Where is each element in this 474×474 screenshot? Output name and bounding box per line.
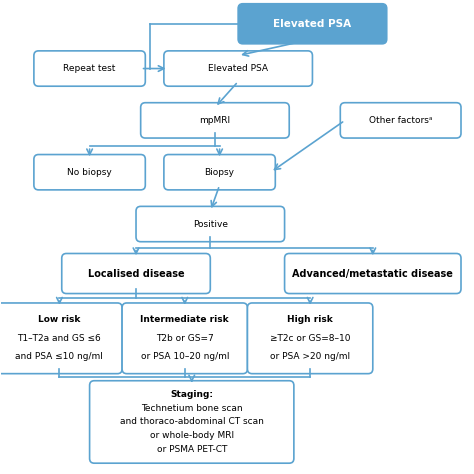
Text: Positive: Positive bbox=[193, 219, 228, 228]
FancyBboxPatch shape bbox=[164, 51, 312, 86]
Text: and thoraco-abdominal CT scan: and thoraco-abdominal CT scan bbox=[120, 418, 264, 427]
Text: High risk: High risk bbox=[287, 315, 333, 324]
Text: Advanced/metastatic disease: Advanced/metastatic disease bbox=[292, 268, 453, 279]
FancyBboxPatch shape bbox=[34, 155, 146, 190]
Text: Localised disease: Localised disease bbox=[88, 268, 184, 279]
Text: T1–T2a and GS ≤6: T1–T2a and GS ≤6 bbox=[18, 334, 101, 343]
FancyBboxPatch shape bbox=[284, 254, 461, 293]
Text: Technetium bone scan: Technetium bone scan bbox=[141, 404, 243, 413]
FancyBboxPatch shape bbox=[34, 51, 146, 86]
Text: Biopsy: Biopsy bbox=[205, 168, 235, 177]
Text: Elevated PSA: Elevated PSA bbox=[273, 19, 352, 29]
FancyBboxPatch shape bbox=[90, 381, 294, 463]
Text: or PSA >20 ng/ml: or PSA >20 ng/ml bbox=[270, 352, 350, 361]
FancyBboxPatch shape bbox=[141, 103, 289, 138]
Text: Intermediate risk: Intermediate risk bbox=[140, 315, 229, 324]
FancyBboxPatch shape bbox=[340, 103, 461, 138]
Text: Elevated PSA: Elevated PSA bbox=[208, 64, 268, 73]
Text: and PSA ≤10 ng/ml: and PSA ≤10 ng/ml bbox=[16, 352, 103, 361]
FancyBboxPatch shape bbox=[247, 303, 373, 374]
FancyBboxPatch shape bbox=[136, 206, 284, 242]
FancyBboxPatch shape bbox=[0, 303, 122, 374]
FancyBboxPatch shape bbox=[238, 4, 387, 44]
Text: or PSA 10–20 ng/ml: or PSA 10–20 ng/ml bbox=[140, 352, 229, 361]
Text: No biopsy: No biopsy bbox=[67, 168, 112, 177]
FancyBboxPatch shape bbox=[164, 155, 275, 190]
Text: mpMRI: mpMRI bbox=[200, 116, 230, 125]
Text: or whole-body MRI: or whole-body MRI bbox=[150, 431, 234, 440]
Text: Repeat test: Repeat test bbox=[64, 64, 116, 73]
Text: or PSMA PET-CT: or PSMA PET-CT bbox=[156, 445, 227, 454]
Text: ≥T2c or GS=8–10: ≥T2c or GS=8–10 bbox=[270, 334, 350, 343]
Text: Low risk: Low risk bbox=[38, 315, 81, 324]
Text: Other factorsᵃ: Other factorsᵃ bbox=[369, 116, 432, 125]
Text: Staging:: Staging: bbox=[170, 390, 213, 399]
Text: T2b or GS=7: T2b or GS=7 bbox=[156, 334, 214, 343]
FancyBboxPatch shape bbox=[62, 254, 210, 293]
FancyBboxPatch shape bbox=[122, 303, 247, 374]
